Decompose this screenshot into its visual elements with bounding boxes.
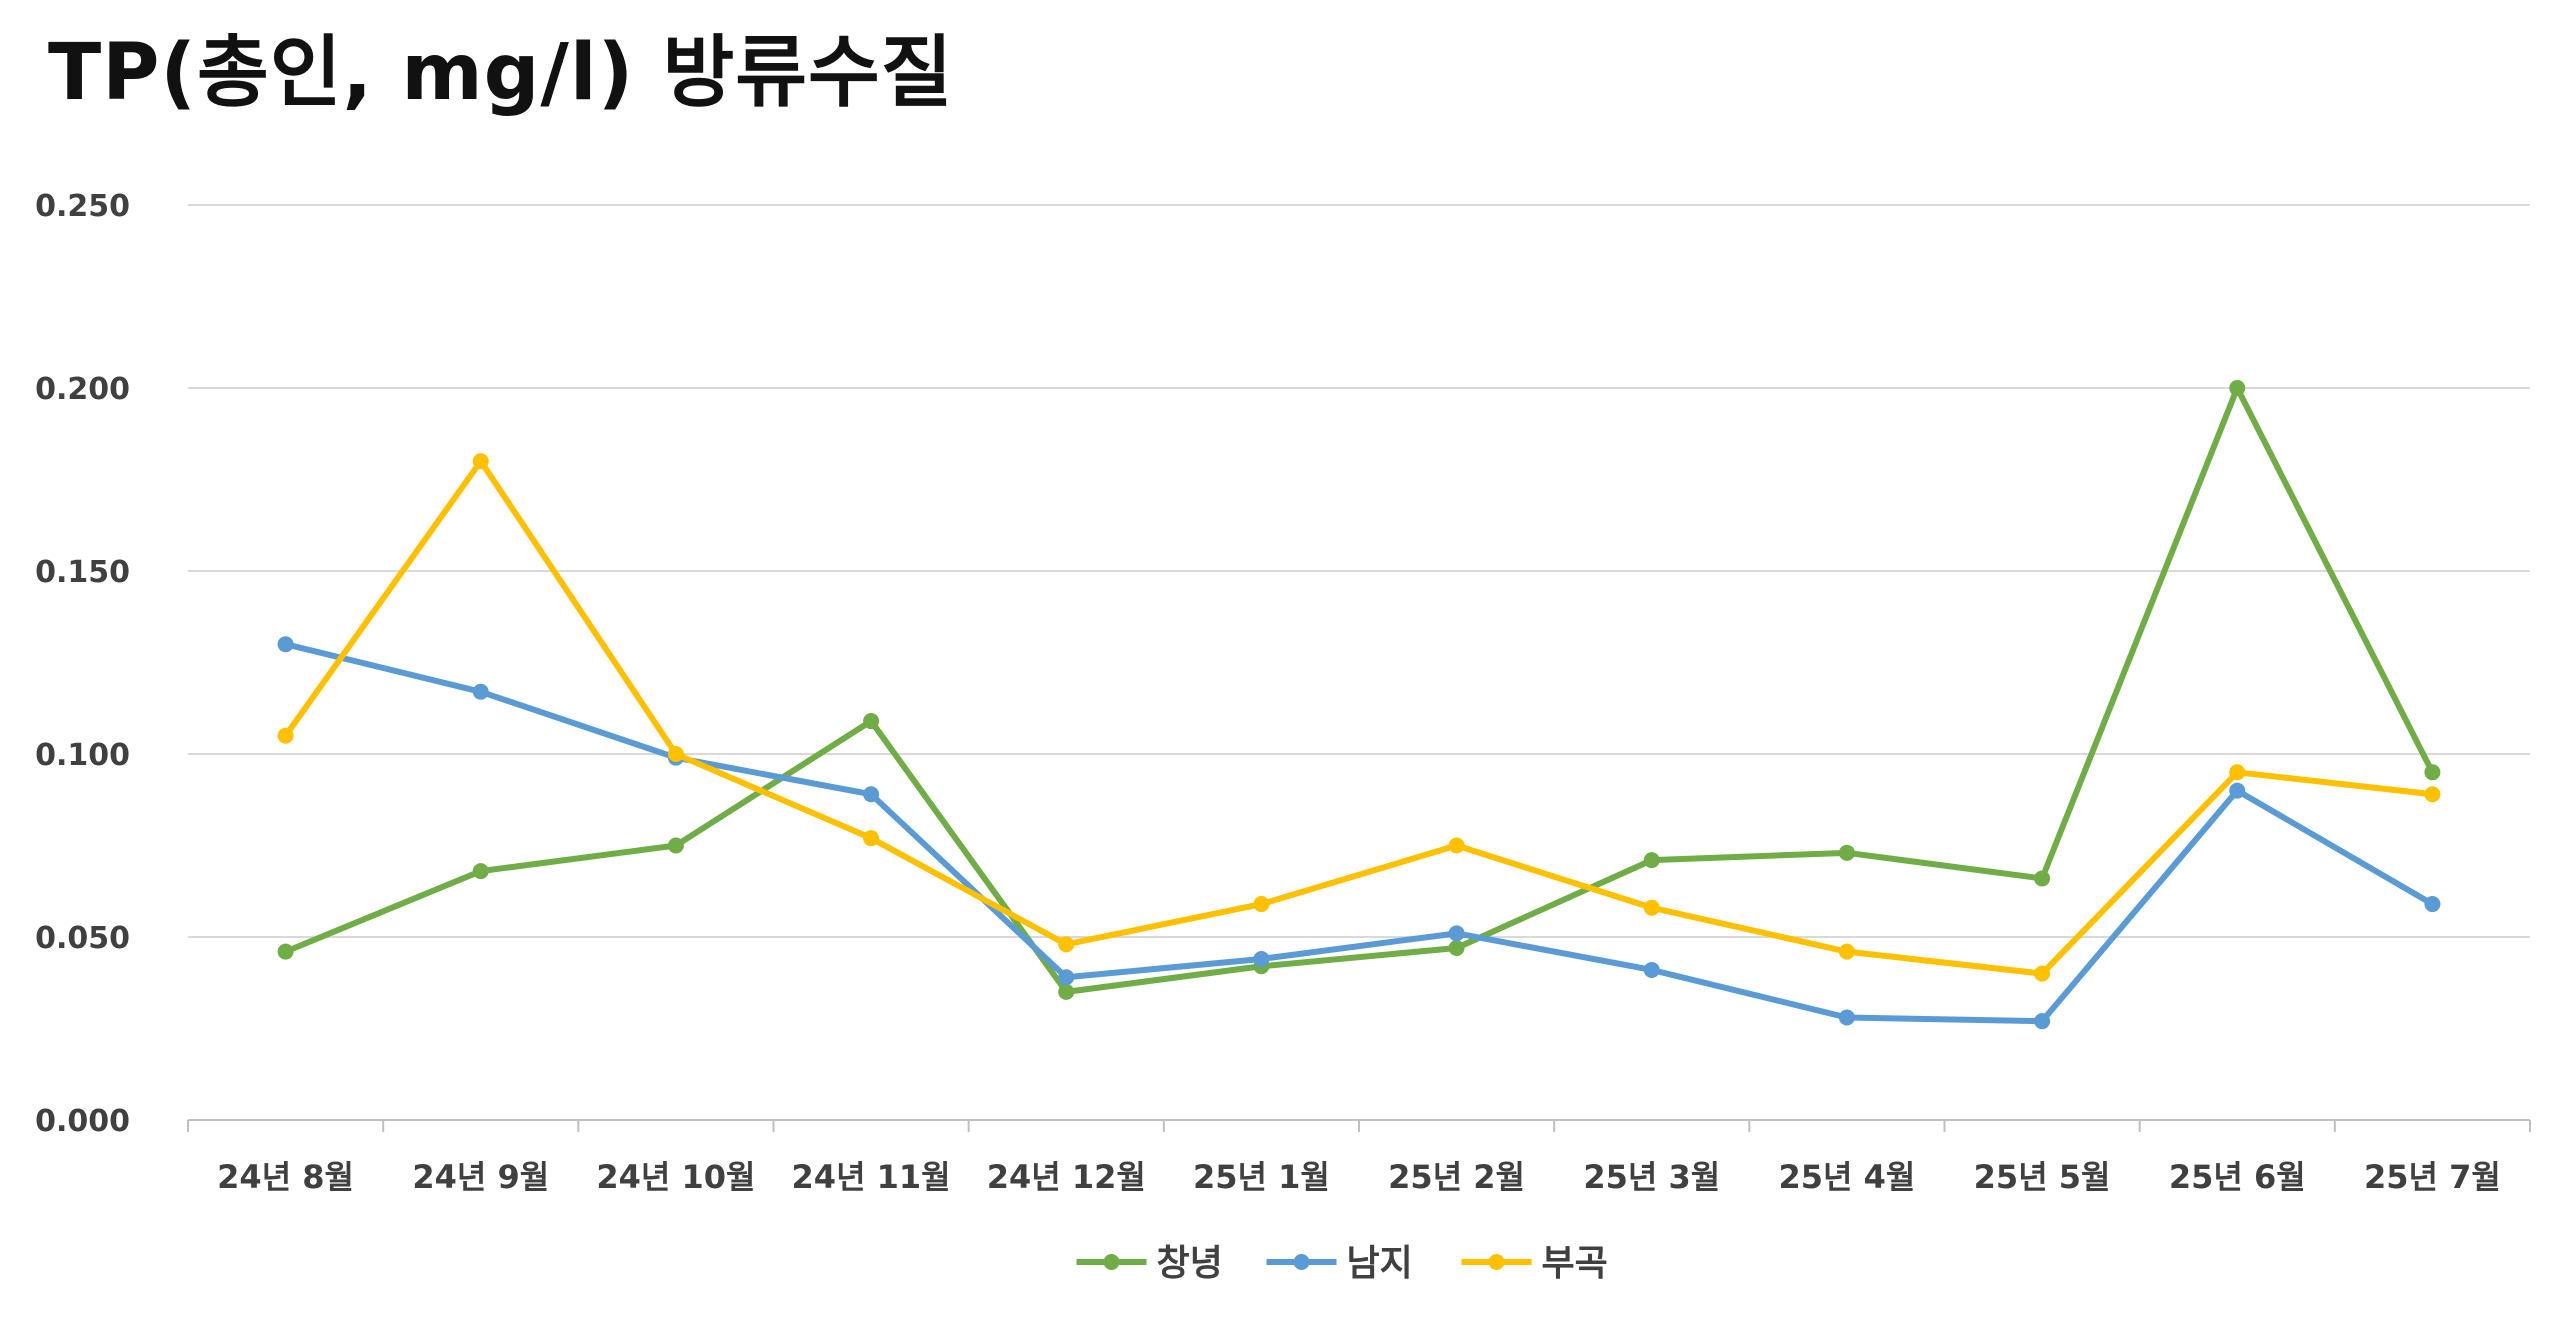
x-tick-label: 25년 6월 — [2169, 1158, 2306, 1196]
data-point — [472, 683, 489, 700]
data-point — [667, 837, 684, 854]
x-tick-label: 25년 4월 — [1779, 1158, 1916, 1196]
data-point — [1838, 943, 1855, 960]
x-axis — [187, 1119, 2531, 1132]
x-tick-label: 25년 2월 — [1388, 1158, 1525, 1196]
data-point — [1643, 961, 1660, 978]
data-point — [277, 943, 294, 960]
legend-label: 남지 — [1347, 1243, 1413, 1284]
data-point — [1253, 950, 1270, 967]
data-point — [1058, 936, 1075, 953]
legend-swatch-marker — [1293, 1254, 1310, 1270]
data-point — [472, 863, 489, 880]
data-point — [863, 713, 880, 730]
data-point — [2424, 896, 2441, 913]
data-point — [863, 786, 880, 803]
data-point — [472, 453, 489, 470]
x-tick-label: 25년 3월 — [1583, 1158, 1720, 1196]
data-point — [863, 830, 880, 847]
x-tick-label: 24년 10월 — [596, 1158, 755, 1196]
data-point — [2229, 764, 2246, 781]
series-line — [282, 641, 2436, 1025]
x-tick-label: 25년 1월 — [1193, 1158, 1330, 1196]
data-point — [1253, 896, 1270, 913]
legend-swatch-marker — [1488, 1254, 1505, 1270]
x-axis-ticks: 24년 8월 24년 9월 24년 10월 24년 11월 24년 12월 25년 1월 2… — [217, 1158, 2501, 1196]
legend-item: 창녕 — [1076, 1243, 1223, 1284]
data-point — [667, 746, 684, 762]
data-point — [2034, 870, 2051, 887]
x-tick-label: 25년 7월 — [2364, 1158, 2501, 1196]
series-1 — [277, 380, 2441, 1000]
data-point — [2229, 380, 2246, 396]
legend-item: 남지 — [1266, 1243, 1413, 1284]
legend: 창녕 남지 부곡 — [1076, 1243, 1608, 1284]
data-point — [1448, 925, 1465, 942]
y-tick-label: 0.150 — [35, 555, 130, 590]
series-line — [282, 385, 2436, 995]
y-tick-label: 0.250 — [35, 189, 130, 224]
data-point — [2229, 782, 2246, 799]
y-axis-ticks: 0.000 0.050 0.100 0.150 0.200 0.250 — [35, 189, 130, 1139]
y-tick-label: 0.200 — [35, 372, 130, 407]
data-point — [277, 636, 294, 653]
data-point — [1058, 983, 1075, 1000]
series-line — [282, 458, 2436, 977]
data-point — [2034, 965, 2051, 982]
data-point — [1643, 852, 1660, 869]
data-point — [1448, 939, 1465, 956]
data-point — [1058, 969, 1075, 986]
data-point — [2034, 1013, 2051, 1030]
series-3 — [277, 453, 2441, 982]
legend-label: 부곡 — [1542, 1243, 1608, 1284]
x-tick-label: 24년 8월 — [217, 1158, 354, 1196]
data-point — [277, 727, 294, 744]
series-lines — [277, 380, 2441, 1030]
legend-swatch-marker — [1103, 1254, 1120, 1270]
series-2 — [277, 636, 2441, 1030]
legend-item: 부곡 — [1461, 1243, 1608, 1284]
x-tick-label: 25년 5월 — [1974, 1158, 2111, 1196]
x-tick-label: 24년 11월 — [792, 1158, 951, 1196]
data-point — [1448, 837, 1465, 854]
y-tick-label: 0.000 — [35, 1104, 130, 1139]
data-point — [1643, 899, 1660, 916]
chart-title: TP(총인, mg/l) 방류수질 — [48, 28, 954, 118]
data-point — [2424, 764, 2441, 781]
x-tick-label: 24년 12월 — [987, 1158, 1146, 1196]
x-tick-label: 24년 9월 — [412, 1158, 549, 1196]
y-tick-label: 0.100 — [35, 738, 130, 773]
data-point — [1838, 844, 1855, 861]
legend-label: 창녕 — [1157, 1243, 1223, 1284]
data-point — [1838, 1009, 1855, 1026]
data-point — [2424, 786, 2441, 803]
grid-lines — [188, 204, 2530, 938]
y-tick-label: 0.050 — [35, 921, 130, 956]
